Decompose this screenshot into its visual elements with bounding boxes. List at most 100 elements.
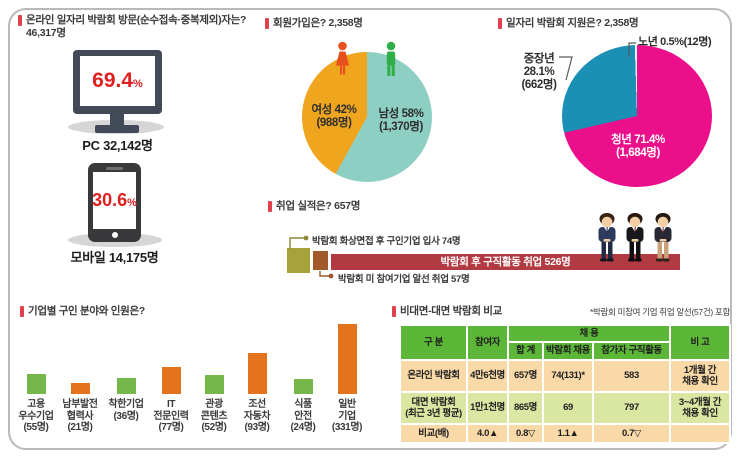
bar-label: 착한기업 (36명): [108, 399, 144, 422]
applicants-title-text: 일자리 박람회 지원은? 2,358명: [506, 17, 639, 29]
bar-label: 식품 안전 (24명): [290, 399, 316, 433]
bar-label: IT 전문인력 (77명): [153, 399, 189, 433]
cell: 3~4개월 간 채용 확인: [669, 391, 731, 425]
mobile-percent: 30.6%: [92, 190, 137, 210]
phone-home-button: [112, 232, 118, 238]
cell: 0.7▽: [592, 423, 671, 444]
cell: 온라인 박람회: [399, 359, 468, 393]
cell: 69: [542, 391, 594, 425]
applicants-pie-chart: [562, 45, 712, 187]
monitor-stand-neck: [110, 114, 124, 126]
middleage-slice-label: 중장년 28.1% (662명): [521, 53, 557, 91]
applicants-leader-lines: [559, 42, 636, 81]
senior-slice-label: 노년 0.5%(12명): [638, 36, 712, 48]
bar-it-professional: [162, 367, 181, 394]
bar-slot: [117, 324, 136, 394]
col-header-fair-hire: 박람회 채용: [542, 341, 594, 361]
bar-label: 조선 자동차 (93명): [243, 399, 271, 433]
col-header-participants: 참여자: [466, 324, 509, 361]
bar-label: 관광 콘텐츠 (52명): [200, 399, 228, 433]
cell: 865명: [507, 391, 544, 425]
employment-title-text: 취업 실적은? 657명: [276, 200, 361, 212]
bar-nambu-partners: [71, 383, 90, 394]
pc-count-label: PC 32,142명: [82, 138, 153, 153]
cell: 대면 박람회 (최근 3년 평균): [399, 391, 468, 425]
cell: 74(131)*: [542, 359, 594, 393]
employment-segment-referral: [313, 251, 328, 270]
cell: 0.8▽: [507, 423, 544, 444]
phone-screen: 30.6%: [92, 172, 137, 229]
employment-segment-interview: [287, 248, 310, 273]
col-header-hiring-group: 채 용: [507, 324, 671, 343]
monitor-screen: 69.4%: [80, 56, 155, 106]
section-title-fields: 기업별 구인 분야와 인원은?: [20, 305, 145, 318]
comparison-table: 구 분 참여자 채 용 비 고 합 계 박람회 채용 참가자 구직활동 온라인 …: [399, 324, 731, 444]
table-row-offline: 대면 박람회 (최근 3년 평균) 1만1천명 865명 69 797 3~4개…: [399, 391, 731, 425]
bar-label: 일반 기업 (331명): [331, 399, 363, 433]
bar-slot: [71, 324, 90, 394]
callout-interview: 박람회 화상면접 후 구인기업 입사 74명: [312, 236, 461, 247]
bar-slot: [248, 324, 267, 394]
cell: 797: [592, 391, 671, 425]
bar-label: 고용 우수기업 (55명): [18, 399, 54, 433]
col-header-total: 합 계: [507, 341, 544, 361]
comparison-title-text: 비대면-대면 박람회 비교: [400, 305, 503, 317]
businesspeople-icon: [598, 213, 672, 262]
bar-good-company: [117, 378, 136, 394]
section-title-visits: 온라인 일자리 박람회 방문(순수접속·중복제외)자는? 46,317명: [18, 14, 246, 40]
title-marker: [392, 306, 396, 317]
title-marker: [265, 18, 269, 29]
pc-monitor-icon: 69.4%: [73, 50, 162, 114]
cell: 657명: [507, 359, 544, 393]
table-row-ratio: 비교(배) 4.0▲ 0.8▽ 1.1▲ 0.7▽: [399, 423, 731, 444]
bar-label: 남부발전 협력사 (21명): [62, 399, 98, 433]
phone-speaker: [106, 167, 123, 170]
bar-shipbuilding-auto: [248, 353, 267, 394]
section-title-comparison: 비대면-대면 박람회 비교: [392, 305, 502, 318]
visits-title-text: 온라인 일자리 박람회 방문(순수접속·중복제외)자는? 46,317명: [26, 14, 247, 39]
fields-title-text: 기업별 구인 분야와 인원은?: [28, 305, 145, 317]
bar-slot: [294, 324, 313, 394]
cell: 비교(배): [399, 423, 468, 444]
bar-slot: [162, 324, 181, 394]
mobile-phone-icon: 30.6%: [88, 163, 141, 242]
signup-title-text: 회원가입은? 2,358명: [273, 17, 363, 29]
title-marker: [18, 15, 22, 26]
bar-tourism-content: [205, 375, 224, 394]
youth-slice-label: 청년 71.4% (1,684명): [611, 134, 665, 159]
cell: 583: [592, 359, 671, 393]
male-icon: [386, 41, 396, 76]
cell: 1.1▲: [542, 423, 594, 444]
col-header-category: 구 분: [399, 324, 468, 361]
title-marker: [498, 18, 502, 29]
cell: 1만1천명: [466, 391, 509, 425]
male-slice-label: 남성 58% (1,370명): [378, 108, 424, 133]
female-icon: [335, 41, 350, 75]
table-row-online: 온라인 박람회 4만6천명 657명 74(131)* 583 1개월 간 채용…: [399, 359, 731, 393]
pc-percent: 69.4%: [92, 69, 143, 92]
cell: [669, 423, 731, 444]
title-marker: [268, 201, 272, 212]
section-title-applicants: 일자리 박람회 지원은? 2,358명: [498, 17, 639, 30]
female-slice-label: 여성 42% (988명): [311, 104, 357, 129]
col-header-participant-activity: 참가자 구직활동: [592, 341, 671, 361]
title-marker: [20, 306, 24, 317]
bar-general-company: [338, 324, 357, 394]
cell: 4.0▲: [466, 423, 509, 444]
monitor-stand-base: [95, 125, 139, 133]
cell: 4만6천명: [466, 359, 509, 393]
signup-pie-chart: [302, 52, 432, 182]
bar-slot: [27, 324, 46, 394]
bar-employment-excellent: [27, 374, 46, 394]
employment-segment-jobsearch: 박람회 후 구직활동 취업 526명: [331, 254, 680, 270]
table-footnote: *박람회 미참여 기업 취업 알선(57건) 포함: [589, 307, 730, 317]
mobile-count-label: 모바일 14,175명: [70, 250, 159, 265]
section-title-employment: 취업 실적은? 657명: [268, 200, 360, 213]
bar-food-safety: [294, 379, 313, 394]
col-header-remarks: 비 고: [669, 324, 731, 361]
cell: 1개월 간 채용 확인: [669, 359, 731, 393]
employment-connectors: [289, 235, 334, 279]
bar-slot: [205, 324, 224, 394]
gender-icons: [335, 41, 396, 76]
callout-referral: 박람회 미 참여기업 알선 취업 57명: [338, 274, 470, 285]
